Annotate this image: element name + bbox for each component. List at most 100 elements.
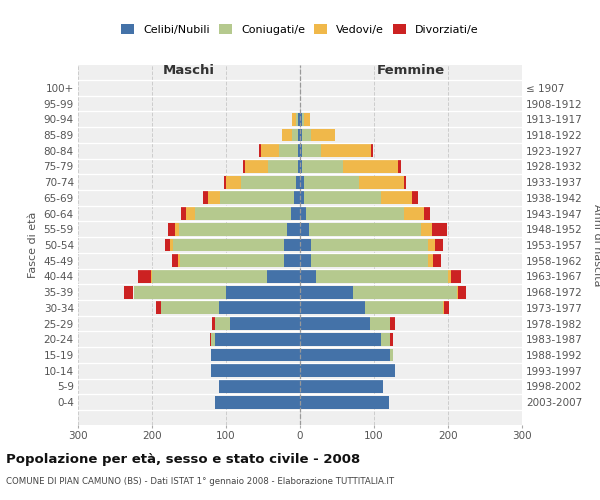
Bar (458, 286, 466, 298)
Bar (300, 302, 365, 314)
Y-axis label: Fasce di età: Fasce di età (28, 212, 38, 278)
Bar (300, 286, 353, 298)
Bar (300, 317, 370, 330)
Bar (296, 113, 298, 126)
Bar (300, 270, 316, 283)
Bar (215, 396, 300, 408)
Bar (306, 207, 404, 220)
Bar (428, 254, 433, 267)
Bar (291, 207, 300, 220)
Bar (404, 176, 406, 188)
Bar (433, 223, 447, 235)
Bar (382, 192, 412, 204)
Bar (398, 160, 401, 173)
Bar (133, 286, 226, 298)
Bar (424, 207, 430, 220)
Bar (311, 254, 428, 267)
Bar (179, 223, 287, 235)
Bar (124, 286, 133, 298)
Bar (284, 254, 300, 267)
Bar (195, 207, 291, 220)
Bar (300, 348, 390, 362)
Bar (298, 144, 300, 157)
Bar (175, 223, 179, 235)
Bar (300, 207, 306, 220)
Bar (390, 348, 392, 362)
Bar (298, 113, 300, 126)
Bar (284, 238, 300, 252)
Bar (203, 192, 208, 204)
Text: Maschi: Maschi (163, 64, 215, 77)
Bar (382, 333, 390, 346)
Bar (186, 207, 195, 220)
Bar (172, 254, 178, 267)
Bar (300, 144, 302, 157)
Bar (170, 238, 173, 252)
Bar (302, 144, 321, 157)
Bar (151, 270, 152, 283)
Bar (180, 254, 284, 267)
Bar (300, 333, 382, 346)
Bar (433, 254, 440, 267)
Bar (261, 144, 279, 157)
Bar (300, 160, 302, 173)
Bar (138, 270, 151, 283)
Bar (211, 364, 300, 377)
Bar (302, 160, 343, 173)
Bar (220, 192, 294, 204)
Bar (304, 192, 382, 204)
Bar (370, 317, 389, 330)
Bar (300, 128, 302, 141)
Bar (300, 254, 311, 267)
Bar (359, 176, 404, 188)
Bar (210, 333, 211, 346)
Bar (218, 380, 300, 393)
Bar (287, 223, 300, 235)
Bar (365, 302, 443, 314)
Bar (300, 364, 395, 377)
Text: Femmine: Femmine (377, 64, 445, 77)
Bar (266, 270, 300, 283)
Bar (178, 254, 180, 267)
Bar (279, 144, 298, 157)
Bar (300, 192, 304, 204)
Bar (292, 128, 298, 141)
Bar (404, 207, 424, 220)
Bar (226, 286, 300, 298)
Bar (173, 238, 284, 252)
Bar (304, 113, 310, 126)
Bar (215, 333, 300, 346)
Bar (309, 223, 421, 235)
Bar (343, 160, 398, 173)
Text: Popolazione per età, sesso e stato civile - 2008: Popolazione per età, sesso e stato civil… (6, 452, 360, 466)
Bar (443, 302, 449, 314)
Bar (268, 160, 298, 173)
Y-axis label: Anni di nascita: Anni di nascita (592, 204, 600, 286)
Bar (230, 317, 300, 330)
Bar (300, 238, 311, 252)
Bar (412, 192, 418, 204)
Bar (167, 223, 175, 235)
Bar (161, 302, 218, 314)
Bar (164, 238, 170, 252)
Bar (389, 317, 395, 330)
Bar (224, 176, 226, 188)
Bar (243, 160, 245, 173)
Bar (215, 317, 230, 330)
Bar (300, 396, 389, 408)
Bar (259, 144, 261, 157)
Bar (311, 238, 428, 252)
Bar (226, 176, 241, 188)
Bar (428, 238, 436, 252)
Bar (353, 286, 457, 298)
Bar (181, 207, 186, 220)
Bar (208, 192, 220, 204)
Bar (436, 238, 443, 252)
Bar (298, 160, 300, 173)
Bar (241, 176, 296, 188)
Bar (300, 113, 302, 126)
Legend: Celibi/Nubili, Coniugati/e, Vedovi/e, Divorziati/e: Celibi/Nubili, Coniugati/e, Vedovi/e, Di… (121, 24, 479, 34)
Bar (304, 176, 359, 188)
Bar (152, 270, 266, 283)
Bar (421, 223, 433, 235)
